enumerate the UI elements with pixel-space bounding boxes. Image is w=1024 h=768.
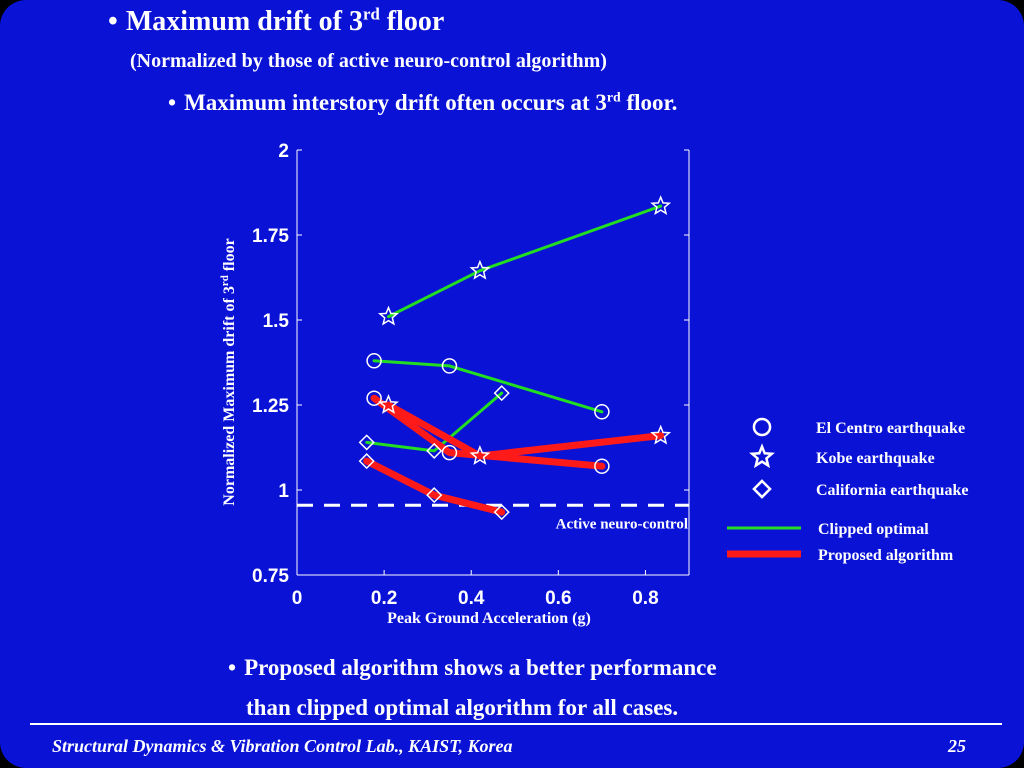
bullet-conclusion: • Proposed algorithm shows a better perfo… [228,655,717,720]
data-point-star [377,305,399,326]
x-tick-label: 0.4 [458,588,485,609]
y-tick-label: 1.25 [252,396,289,417]
legend-marker-circle-icon [752,417,772,437]
footer-divider [30,723,1002,725]
series-line-kobe-clipped [387,204,663,319]
footer-lab-name: Structural Dynamics & Vibration Control … [52,736,513,756]
y-tick-label: 0.75 [252,566,289,587]
reference-line-label: Active neuro-control [556,516,688,532]
y-tick-label: 1.5 [263,311,290,332]
legend-marker-diamond-icon [752,479,772,499]
legend-label: Proposed algorithm [818,547,954,564]
data-point-circle [594,458,610,474]
chart-series [358,195,672,521]
y-tick-label: 2 [278,141,289,162]
data-point-circle [366,353,382,369]
data-point-diamond [426,442,443,459]
data-point-circle [441,444,458,461]
data-point-diamond [358,453,375,470]
bullet-glyph: • [228,655,237,680]
bullet-glyph: • [108,6,118,37]
bullet-observation: • Maximum interstory drift often occurs a… [168,89,678,115]
bullet-glyph: • [168,90,177,115]
data-point-diamond [493,504,510,521]
x-axis-label: Peak Ground Acceleration (g) [387,610,591,627]
y-tick-label: 1 [278,481,289,502]
legend-marker-star-icon [749,443,775,469]
legend-entry-line: Proposed algorithm [727,547,954,564]
x-tick-label: 0.2 [371,588,397,609]
y-axis-label-main: Normalized Maximum drift of 3 [221,286,238,506]
legend-entry-line: Clipped optimal [727,521,929,538]
data-point-circle [366,390,382,406]
y-tick-label: 1.75 [252,226,289,247]
x-tick-label: 0.6 [545,588,571,609]
chart-axes: 0.75 1 1.25 1.5 1.75 2 0 0.2 0.4 0.6 0.8 Peak Groun… [219,141,690,627]
y-axis-label: Normalized Maximum drift of 3rd floor [219,238,238,505]
slide-subtitle: (Normalized by those of active neuro-con… [130,50,607,72]
series-line-el-centro-clipped [372,359,604,414]
legend-entry-star: Kobe earthquake [749,443,935,469]
x-tick-label: 0 [292,588,303,609]
legend-label: Clipped optimal [818,521,929,538]
series-line-california-clipped [365,391,504,453]
series-line-kobe-proposed [385,401,665,460]
page-number: 25 [948,736,966,756]
data-point-star [469,445,491,465]
data-point-circle [594,404,610,420]
legend-entry-diamond: California earthquake [752,479,968,499]
series-line-el-centro-proposed [370,394,606,470]
data-point-star [377,394,399,414]
data-point-diamond [493,385,510,402]
chart-legend: El Centro earthquake Kobe earthquake Calif… [727,417,968,564]
data-point-diamond [426,487,443,504]
legend-entry-circle: El Centro earthquake [752,417,965,437]
legend-label: California earthquake [816,482,968,499]
slide-title: • Maximum drift of 3rd floor [108,4,445,37]
data-point-star [650,195,672,216]
y-axis-label-sup: rd [219,275,231,286]
legend-label: El Centro earthquake [816,420,965,437]
data-point-diamond [358,434,375,451]
data-point-star [469,259,491,280]
series-line-california-proposed [363,457,506,516]
legend-label: Kobe earthquake [816,450,935,467]
data-point-circle [441,358,458,374]
y-axis-label-end: floor [221,238,238,275]
x-tick-label: 0.8 [632,588,658,609]
data-point-star [650,424,672,445]
